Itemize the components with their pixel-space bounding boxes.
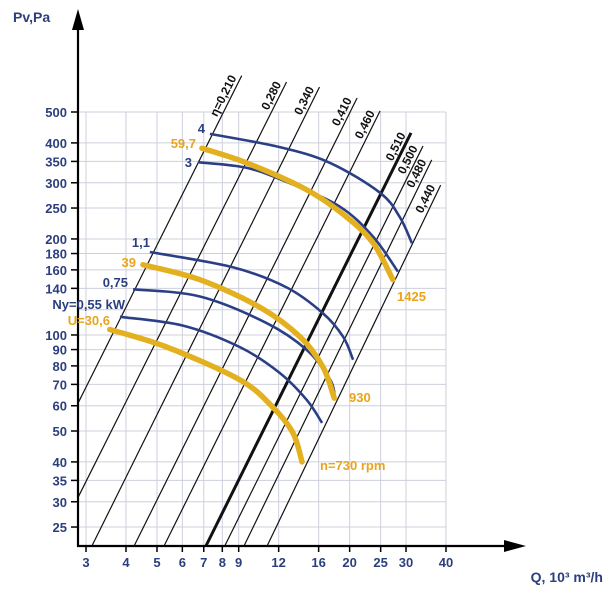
y-tick-label: 40 bbox=[53, 455, 67, 470]
x-tick-label: 3 bbox=[82, 555, 89, 570]
speed-curve bbox=[107, 326, 305, 465]
efficiency-line bbox=[266, 184, 442, 547]
efficiency-line bbox=[77, 81, 288, 498]
x-axis-arrow bbox=[504, 540, 526, 552]
x-tick-label: 7 bbox=[200, 555, 207, 570]
efficiency-line bbox=[163, 110, 381, 547]
x-tick-label: 8 bbox=[219, 555, 226, 570]
y-tick-label: 180 bbox=[45, 247, 67, 262]
x-tick-label: 5 bbox=[153, 555, 160, 570]
y-tick-label: 250 bbox=[45, 201, 67, 216]
y-tick-label: 35 bbox=[53, 473, 67, 488]
curve-label: 3 bbox=[185, 155, 192, 170]
y-tick-label: 100 bbox=[45, 328, 67, 343]
y-tick-label: 90 bbox=[53, 343, 67, 358]
efficiency-line bbox=[91, 86, 321, 547]
y-tick-label: 350 bbox=[45, 154, 67, 169]
curve-label: 0,75 bbox=[103, 275, 128, 290]
y-tick-label: 140 bbox=[45, 281, 67, 296]
efficiency-label: 0,280 bbox=[258, 79, 284, 112]
curve-label: Ny=0,55 kW bbox=[52, 297, 125, 312]
curve-labels: 459,7 3 1,1 39 0,75 Ny=0,55 kWU=30,6 1425 930 n=… bbox=[52, 121, 426, 473]
speed-label: 1425 bbox=[397, 289, 426, 304]
speed-curve bbox=[199, 145, 396, 283]
y-tick-label: 400 bbox=[45, 136, 67, 151]
curve-label: U=30,6 bbox=[68, 313, 110, 328]
x-tick-label: 9 bbox=[235, 555, 242, 570]
y-tick-label: 50 bbox=[53, 424, 67, 439]
y-tick-label: 70 bbox=[53, 377, 67, 392]
curves bbox=[107, 132, 414, 465]
speed-label: 930 bbox=[349, 390, 371, 405]
x-tick-label: 30 bbox=[399, 555, 413, 570]
y-axis-arrow bbox=[72, 9, 84, 30]
speed-curve bbox=[140, 262, 337, 401]
power-curve bbox=[149, 250, 355, 361]
efficiency-line bbox=[77, 75, 243, 404]
y-tick-label: 500 bbox=[45, 105, 67, 120]
curve-label: 1,1 bbox=[132, 235, 150, 250]
grid bbox=[78, 111, 447, 546]
tick-labels: 3 4 5 6 7 8 9 12 16 20 25 30 40500400350300250200180… bbox=[45, 105, 453, 570]
efficiency-line bbox=[224, 145, 424, 547]
y-tick-label: 300 bbox=[45, 176, 67, 191]
y-tick-label: 200 bbox=[45, 232, 67, 247]
efficiency-line bbox=[204, 132, 413, 547]
efficiency-line bbox=[133, 97, 358, 547]
power-curve bbox=[209, 132, 414, 244]
x-tick-label: 25 bbox=[373, 555, 387, 570]
curve-label: 4 bbox=[198, 121, 206, 136]
efficiency-line bbox=[243, 159, 433, 547]
x-axis-title: Q, 10³ m³/h bbox=[531, 569, 603, 585]
x-tick-label: 4 bbox=[122, 555, 130, 570]
speed-label: n=730 rpm bbox=[320, 458, 385, 473]
power-curve bbox=[119, 315, 324, 424]
y-tick-label: 60 bbox=[53, 399, 67, 414]
x-tick-label: 40 bbox=[439, 555, 453, 570]
x-tick-label: 20 bbox=[342, 555, 356, 570]
y-tick-label: 30 bbox=[53, 495, 67, 510]
y-tick-label: 80 bbox=[53, 359, 67, 374]
y-axis-title: Pv,Pa bbox=[13, 9, 50, 25]
y-tick-label: 160 bbox=[45, 263, 67, 278]
x-tick-label: 6 bbox=[179, 555, 186, 570]
curve-label: 59,7 bbox=[171, 136, 196, 151]
x-tick-label: 16 bbox=[311, 555, 325, 570]
x-tick-label: 12 bbox=[271, 555, 285, 570]
curve-label: 39 bbox=[122, 255, 136, 270]
axes: Pv,Pa Q, 10³ m³/h bbox=[13, 9, 603, 585]
y-tick-label: 25 bbox=[53, 520, 67, 535]
